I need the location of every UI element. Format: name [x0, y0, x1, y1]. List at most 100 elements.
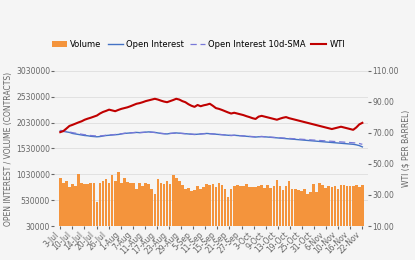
- Bar: [199, 189, 202, 228]
- Bar: [343, 185, 345, 228]
- Bar: [239, 186, 242, 228]
- Bar: [184, 189, 187, 228]
- Bar: [196, 186, 199, 228]
- Bar: [205, 184, 208, 228]
- Bar: [217, 183, 220, 228]
- Bar: [193, 190, 196, 228]
- Bar: [135, 189, 138, 228]
- Bar: [230, 189, 232, 228]
- Bar: [74, 186, 77, 228]
- Bar: [68, 187, 71, 228]
- Bar: [71, 184, 74, 228]
- Bar: [248, 187, 251, 228]
- Bar: [273, 186, 275, 228]
- Legend: Volume, Open Interest, Open Interest 10d-SMA, WTI: Volume, Open Interest, Open Interest 10d…: [49, 36, 349, 52]
- Bar: [65, 181, 68, 228]
- Y-axis label: OPEN INTEREST / VOLUME (CONTRACTS): OPEN INTEREST / VOLUME (CONTRACTS): [4, 72, 13, 225]
- Bar: [129, 183, 132, 228]
- Bar: [251, 187, 254, 228]
- Bar: [215, 187, 217, 228]
- Bar: [306, 194, 309, 228]
- Bar: [175, 178, 178, 228]
- Bar: [227, 197, 229, 228]
- Bar: [99, 183, 101, 228]
- Bar: [86, 184, 89, 228]
- Bar: [339, 185, 342, 228]
- Bar: [126, 181, 129, 228]
- Bar: [178, 180, 181, 228]
- Bar: [245, 184, 248, 228]
- Bar: [266, 185, 269, 228]
- Bar: [187, 188, 190, 228]
- Bar: [312, 184, 315, 228]
- Bar: [327, 186, 330, 228]
- Bar: [169, 184, 171, 228]
- Bar: [300, 191, 303, 228]
- Bar: [147, 184, 150, 228]
- Bar: [95, 202, 98, 228]
- Bar: [117, 172, 120, 228]
- Bar: [361, 185, 364, 228]
- Bar: [93, 183, 95, 228]
- Bar: [90, 183, 92, 228]
- Bar: [83, 184, 86, 228]
- Bar: [315, 192, 318, 228]
- Bar: [105, 179, 107, 228]
- Bar: [203, 187, 205, 228]
- Bar: [288, 181, 290, 228]
- Bar: [120, 183, 122, 228]
- Bar: [132, 183, 135, 228]
- Bar: [151, 189, 153, 228]
- Bar: [346, 186, 349, 228]
- Bar: [233, 186, 236, 228]
- Bar: [334, 186, 336, 228]
- Bar: [77, 174, 80, 228]
- Bar: [81, 183, 83, 228]
- Bar: [154, 194, 156, 228]
- Bar: [352, 186, 354, 228]
- Bar: [257, 186, 260, 228]
- Bar: [355, 185, 358, 228]
- Bar: [181, 185, 184, 228]
- Bar: [142, 186, 144, 228]
- Bar: [123, 178, 126, 228]
- Bar: [297, 190, 300, 228]
- Bar: [208, 185, 211, 228]
- Bar: [59, 178, 61, 228]
- Bar: [190, 191, 193, 228]
- Bar: [318, 183, 321, 228]
- Bar: [337, 189, 339, 228]
- Bar: [102, 181, 104, 228]
- Bar: [166, 181, 168, 228]
- Y-axis label: WTI ($ PER BARREL): WTI ($ PER BARREL): [402, 110, 411, 187]
- Bar: [156, 179, 159, 228]
- Bar: [242, 186, 245, 228]
- Bar: [321, 185, 324, 228]
- Bar: [264, 188, 266, 228]
- Bar: [330, 187, 333, 228]
- Bar: [325, 188, 327, 228]
- Bar: [358, 187, 361, 228]
- Bar: [303, 189, 306, 228]
- Bar: [138, 183, 141, 228]
- Bar: [224, 189, 226, 228]
- Bar: [114, 181, 117, 228]
- Bar: [160, 183, 162, 228]
- Bar: [276, 180, 278, 228]
- Bar: [144, 183, 147, 228]
- Bar: [254, 187, 257, 228]
- Bar: [269, 188, 272, 228]
- Bar: [212, 184, 214, 228]
- Bar: [282, 190, 284, 228]
- Bar: [108, 183, 110, 228]
- Bar: [278, 186, 281, 228]
- Bar: [163, 184, 165, 228]
- Bar: [309, 192, 312, 228]
- Bar: [236, 185, 239, 228]
- Bar: [221, 185, 223, 228]
- Bar: [349, 186, 352, 228]
- Bar: [260, 185, 263, 228]
- Bar: [172, 175, 174, 228]
- Bar: [285, 186, 288, 228]
- Bar: [111, 175, 113, 228]
